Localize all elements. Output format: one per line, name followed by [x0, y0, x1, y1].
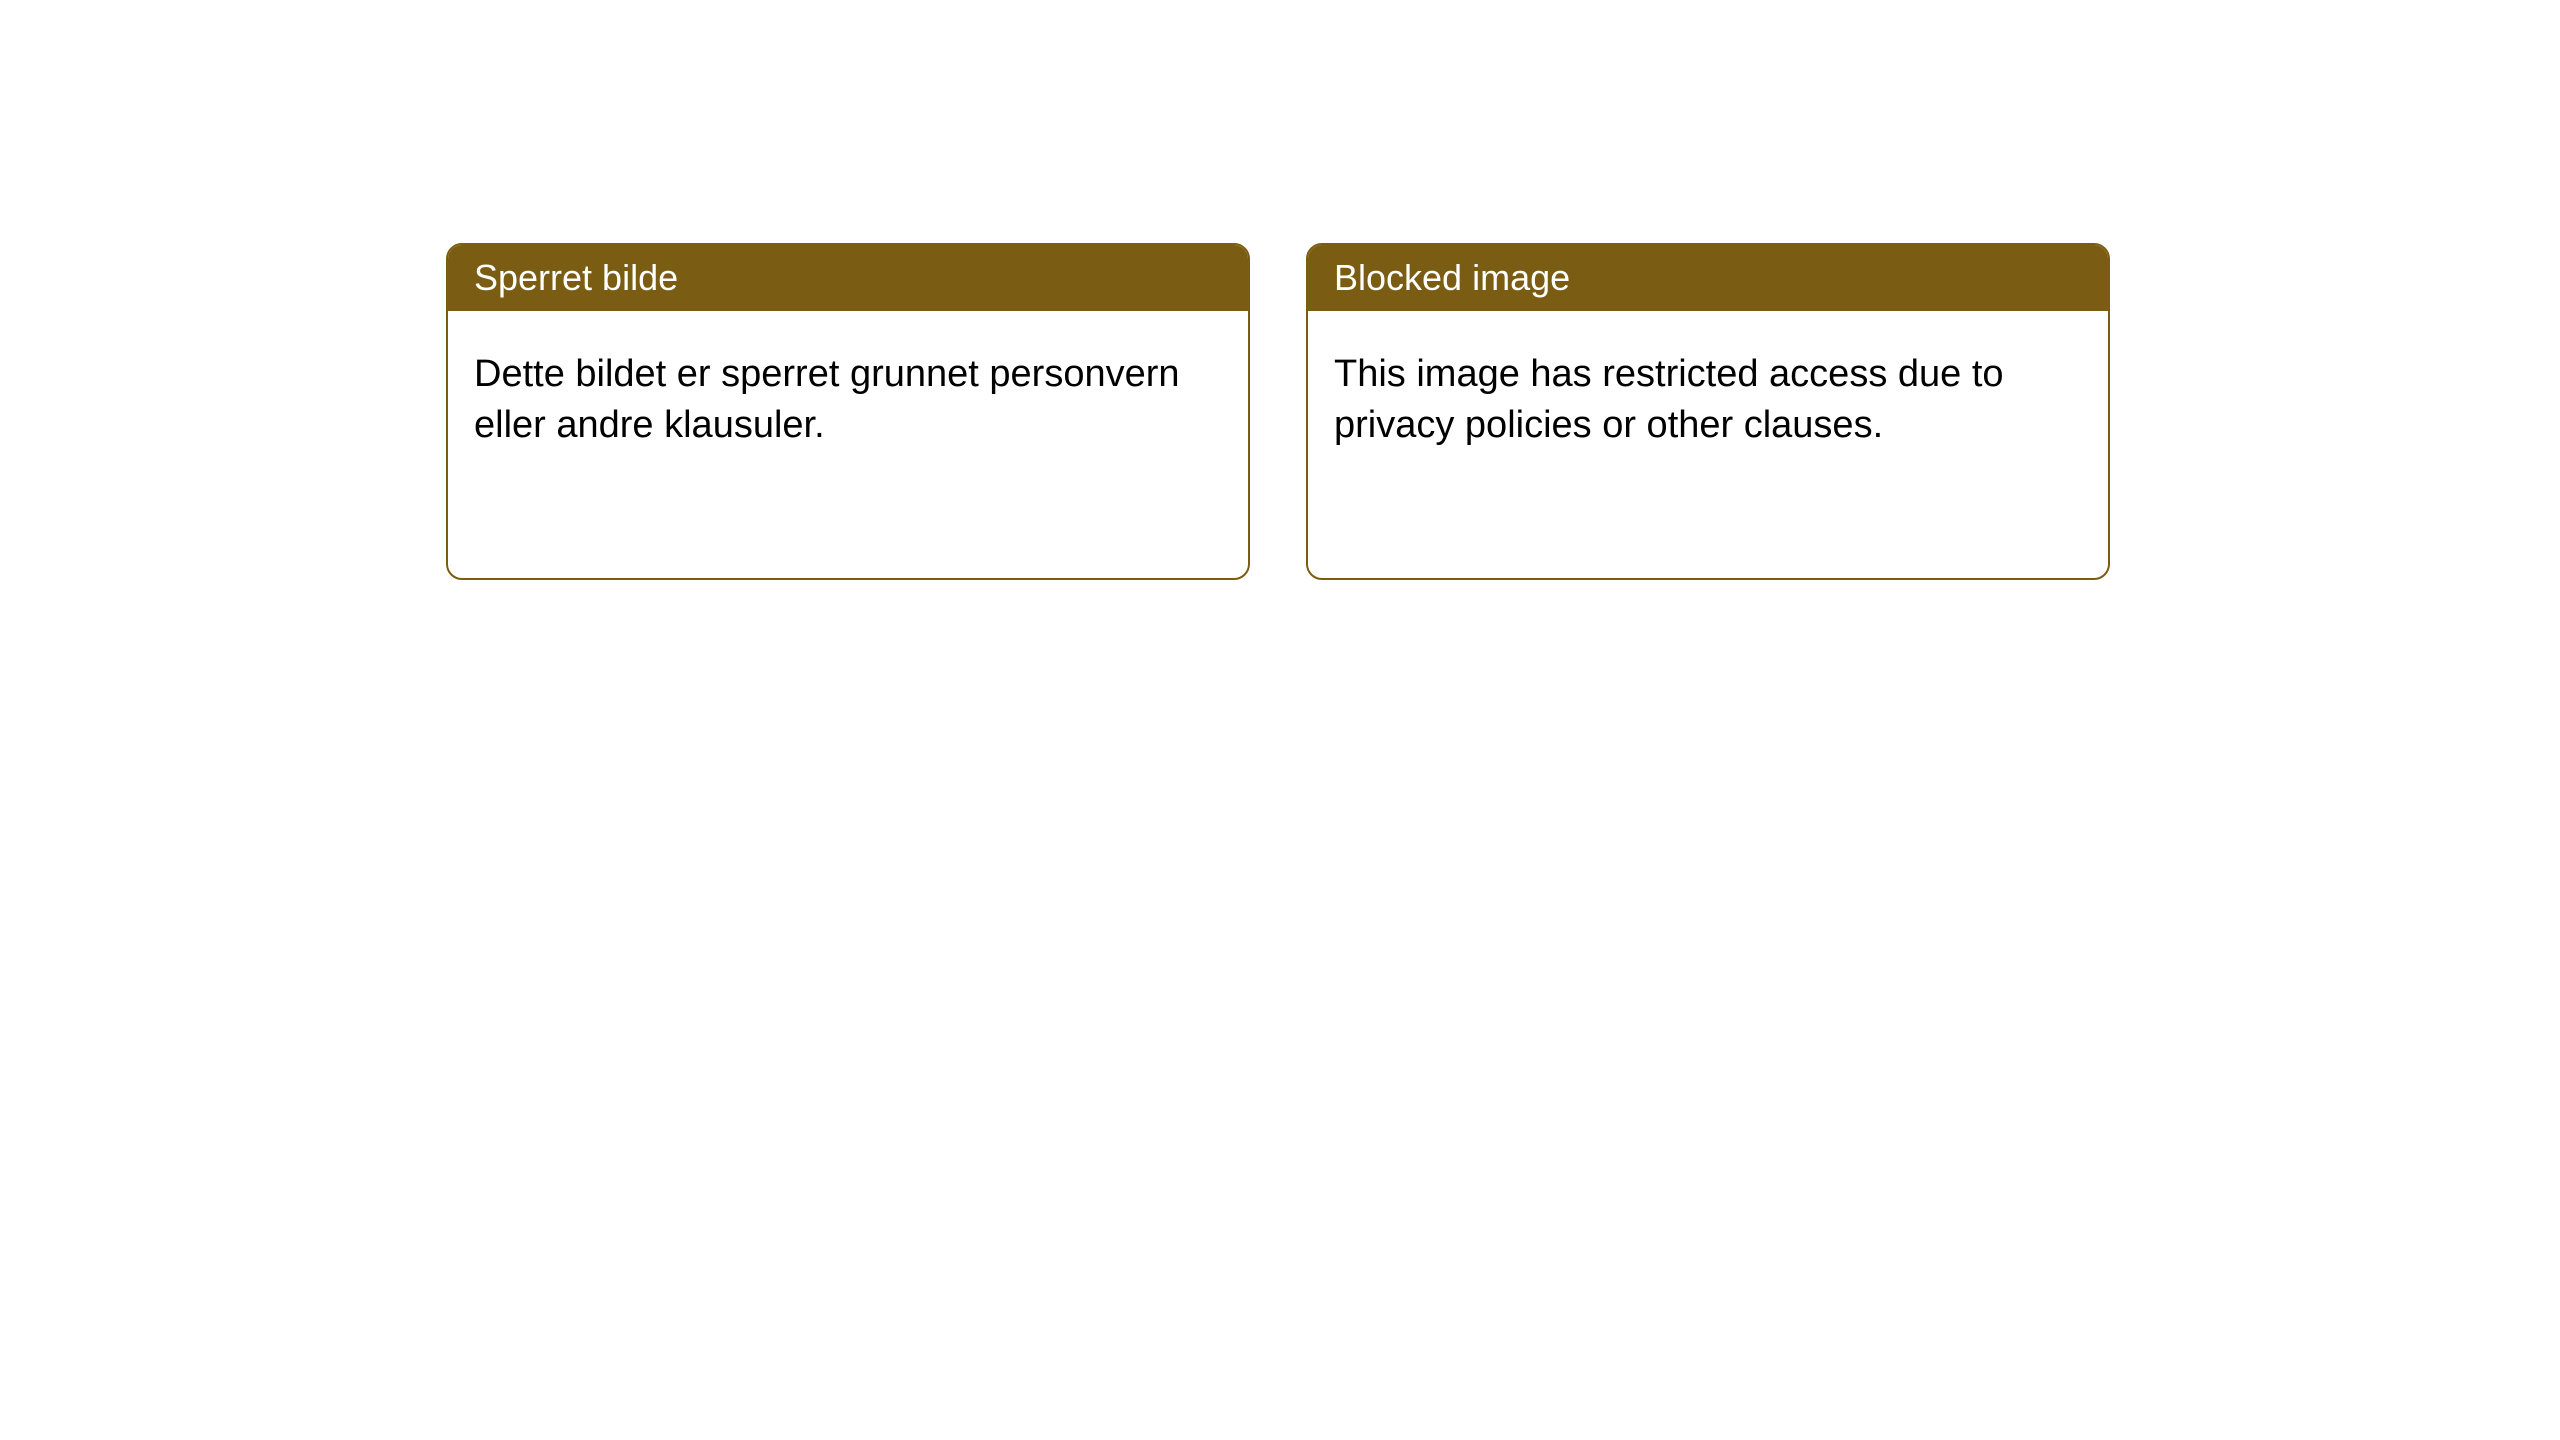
- notice-container: Sperret bilde Dette bildet er sperret gr…: [446, 243, 2110, 580]
- notice-card-norwegian: Sperret bilde Dette bildet er sperret gr…: [446, 243, 1250, 580]
- notice-body: Dette bildet er sperret grunnet personve…: [448, 311, 1248, 490]
- notice-header: Sperret bilde: [448, 245, 1248, 311]
- notice-body: This image has restricted access due to …: [1308, 311, 2108, 490]
- notice-header: Blocked image: [1308, 245, 2108, 311]
- notice-card-english: Blocked image This image has restricted …: [1306, 243, 2110, 580]
